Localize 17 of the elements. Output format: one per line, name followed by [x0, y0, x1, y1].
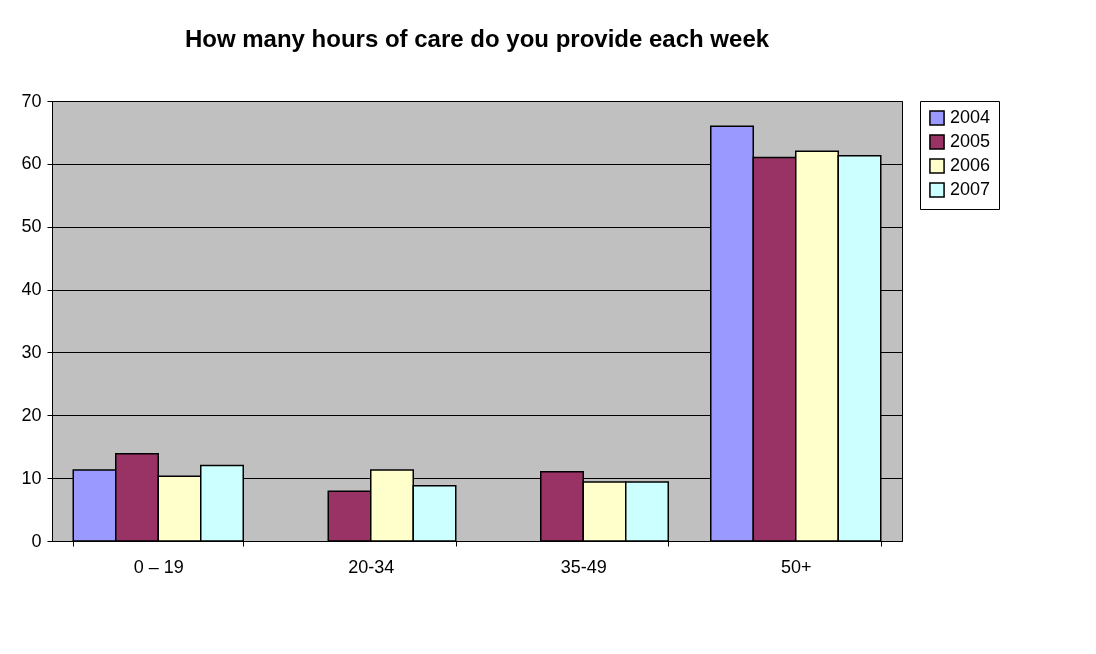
- y-tick-label: 50: [21, 216, 42, 237]
- legend-label: 2006: [950, 155, 991, 175]
- y-tick-label: 40: [21, 279, 42, 300]
- y-tick-label: 10: [21, 467, 42, 488]
- x-tick-label: 35-49: [560, 556, 607, 577]
- legend-label: 2004: [950, 107, 991, 127]
- y-tick-label: 0: [31, 530, 42, 551]
- y-tick-label: 20: [21, 404, 42, 425]
- y-tick-label: 30: [21, 341, 42, 362]
- x-tick-label: 50+: [780, 556, 812, 577]
- y-tick-label: 60: [21, 153, 42, 174]
- legend-label: 2005: [950, 131, 991, 151]
- y-tick-label: 70: [21, 90, 42, 111]
- legend-label: 2007: [950, 179, 991, 199]
- x-tick-label: 20-34: [348, 556, 395, 577]
- x-tick-label: 0 – 19: [133, 556, 184, 577]
- chart-title: How many hours of care do you provide each week: [184, 25, 770, 52]
